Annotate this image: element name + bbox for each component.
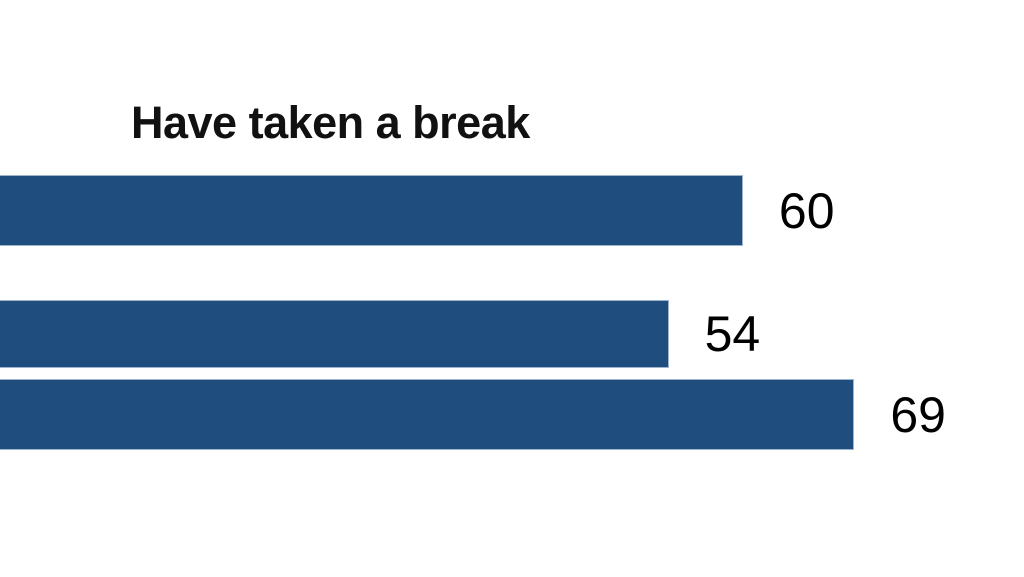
bar-value-label: 60: [778, 182, 835, 239]
bar-row: 60: [0, 175, 1024, 246]
bar-value-label: 69: [890, 386, 946, 443]
bar-row: 54: [0, 300, 1024, 368]
bar: [0, 175, 743, 246]
bar: [0, 300, 669, 368]
bar-row: 69: [0, 379, 1024, 450]
bar-value-label: 54: [704, 306, 761, 362]
chart-title: Have taken a break: [131, 97, 530, 148]
bar: [0, 379, 855, 450]
